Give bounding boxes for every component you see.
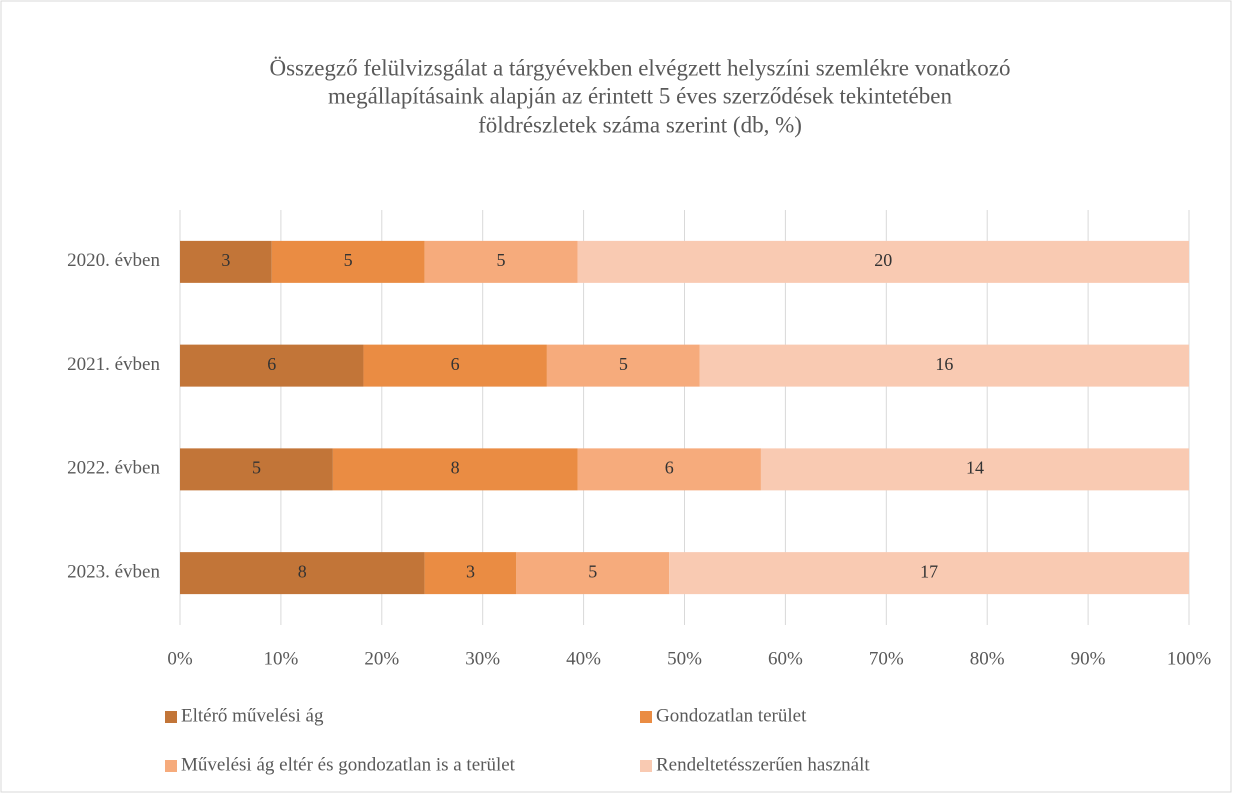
bar-segment [669, 552, 1189, 595]
x-tick-label: 80% [970, 648, 1005, 669]
legend-label: Eltérő művelési ág [181, 705, 324, 726]
chart-title: megállapításaink alapján az érintett 5 é… [328, 83, 952, 108]
bar-segment [180, 448, 333, 491]
legend-label: Rendeltetésszerűen használt [656, 754, 870, 775]
bar-segment [760, 448, 1189, 491]
data-label: 8 [298, 561, 307, 581]
bar-segment [424, 240, 578, 283]
data-label: 3 [466, 561, 475, 581]
legend-label: Művelési ág eltér és gondozatlan is a te… [181, 754, 516, 775]
chart-title: Összegző felülvizsgálat a tárgyévekben e… [269, 55, 1010, 80]
x-tick-label: 30% [465, 648, 500, 669]
data-label: 5 [344, 250, 353, 270]
data-label: 5 [619, 354, 628, 374]
data-label: 8 [451, 458, 460, 478]
bar-segment [516, 552, 670, 595]
x-tick-label: 70% [869, 648, 904, 669]
bar-segment [363, 344, 547, 387]
bar-segment [699, 344, 1189, 387]
data-label: 6 [451, 354, 460, 374]
data-label: 17 [920, 561, 938, 581]
bar-segment [332, 448, 578, 491]
bar-segment [180, 552, 425, 595]
y-tick-label: 2020. évben [67, 250, 160, 271]
y-tick-label: 2021. évben [67, 354, 160, 375]
x-tick-label: 90% [1071, 648, 1106, 669]
bar-segment [180, 240, 272, 283]
bar-segment [577, 448, 761, 491]
data-label: 6 [267, 354, 276, 374]
data-label: 3 [221, 250, 230, 270]
bar-segment [180, 344, 364, 387]
legend-swatch [640, 760, 652, 772]
x-tick-label: 100% [1167, 648, 1212, 669]
legend-label: Gondozatlan terület [656, 705, 807, 726]
legend-swatch [165, 711, 177, 723]
data-label: 14 [966, 458, 984, 478]
chart-title: földrészletek száma szerint (db, %) [478, 112, 802, 137]
data-label: 16 [935, 354, 953, 374]
x-tick-label: 10% [263, 648, 298, 669]
bar-segment [577, 240, 1189, 283]
x-tick-label: 40% [566, 648, 601, 669]
data-label: 5 [252, 458, 261, 478]
data-label: 5 [588, 561, 597, 581]
data-label: 6 [665, 458, 674, 478]
x-tick-label: 20% [364, 648, 399, 669]
bar-segment [424, 552, 517, 595]
legend-swatch [165, 760, 177, 772]
x-tick-label: 0% [167, 648, 193, 669]
data-label: 5 [497, 250, 506, 270]
bar-segment [546, 344, 700, 387]
data-label: 20 [874, 250, 892, 270]
bar-segment [271, 240, 425, 283]
x-tick-label: 60% [768, 648, 803, 669]
legend-swatch [640, 711, 652, 723]
x-tick-label: 50% [667, 648, 702, 669]
y-tick-label: 2022. évben [67, 458, 160, 479]
y-tick-label: 2023. évben [67, 561, 160, 582]
